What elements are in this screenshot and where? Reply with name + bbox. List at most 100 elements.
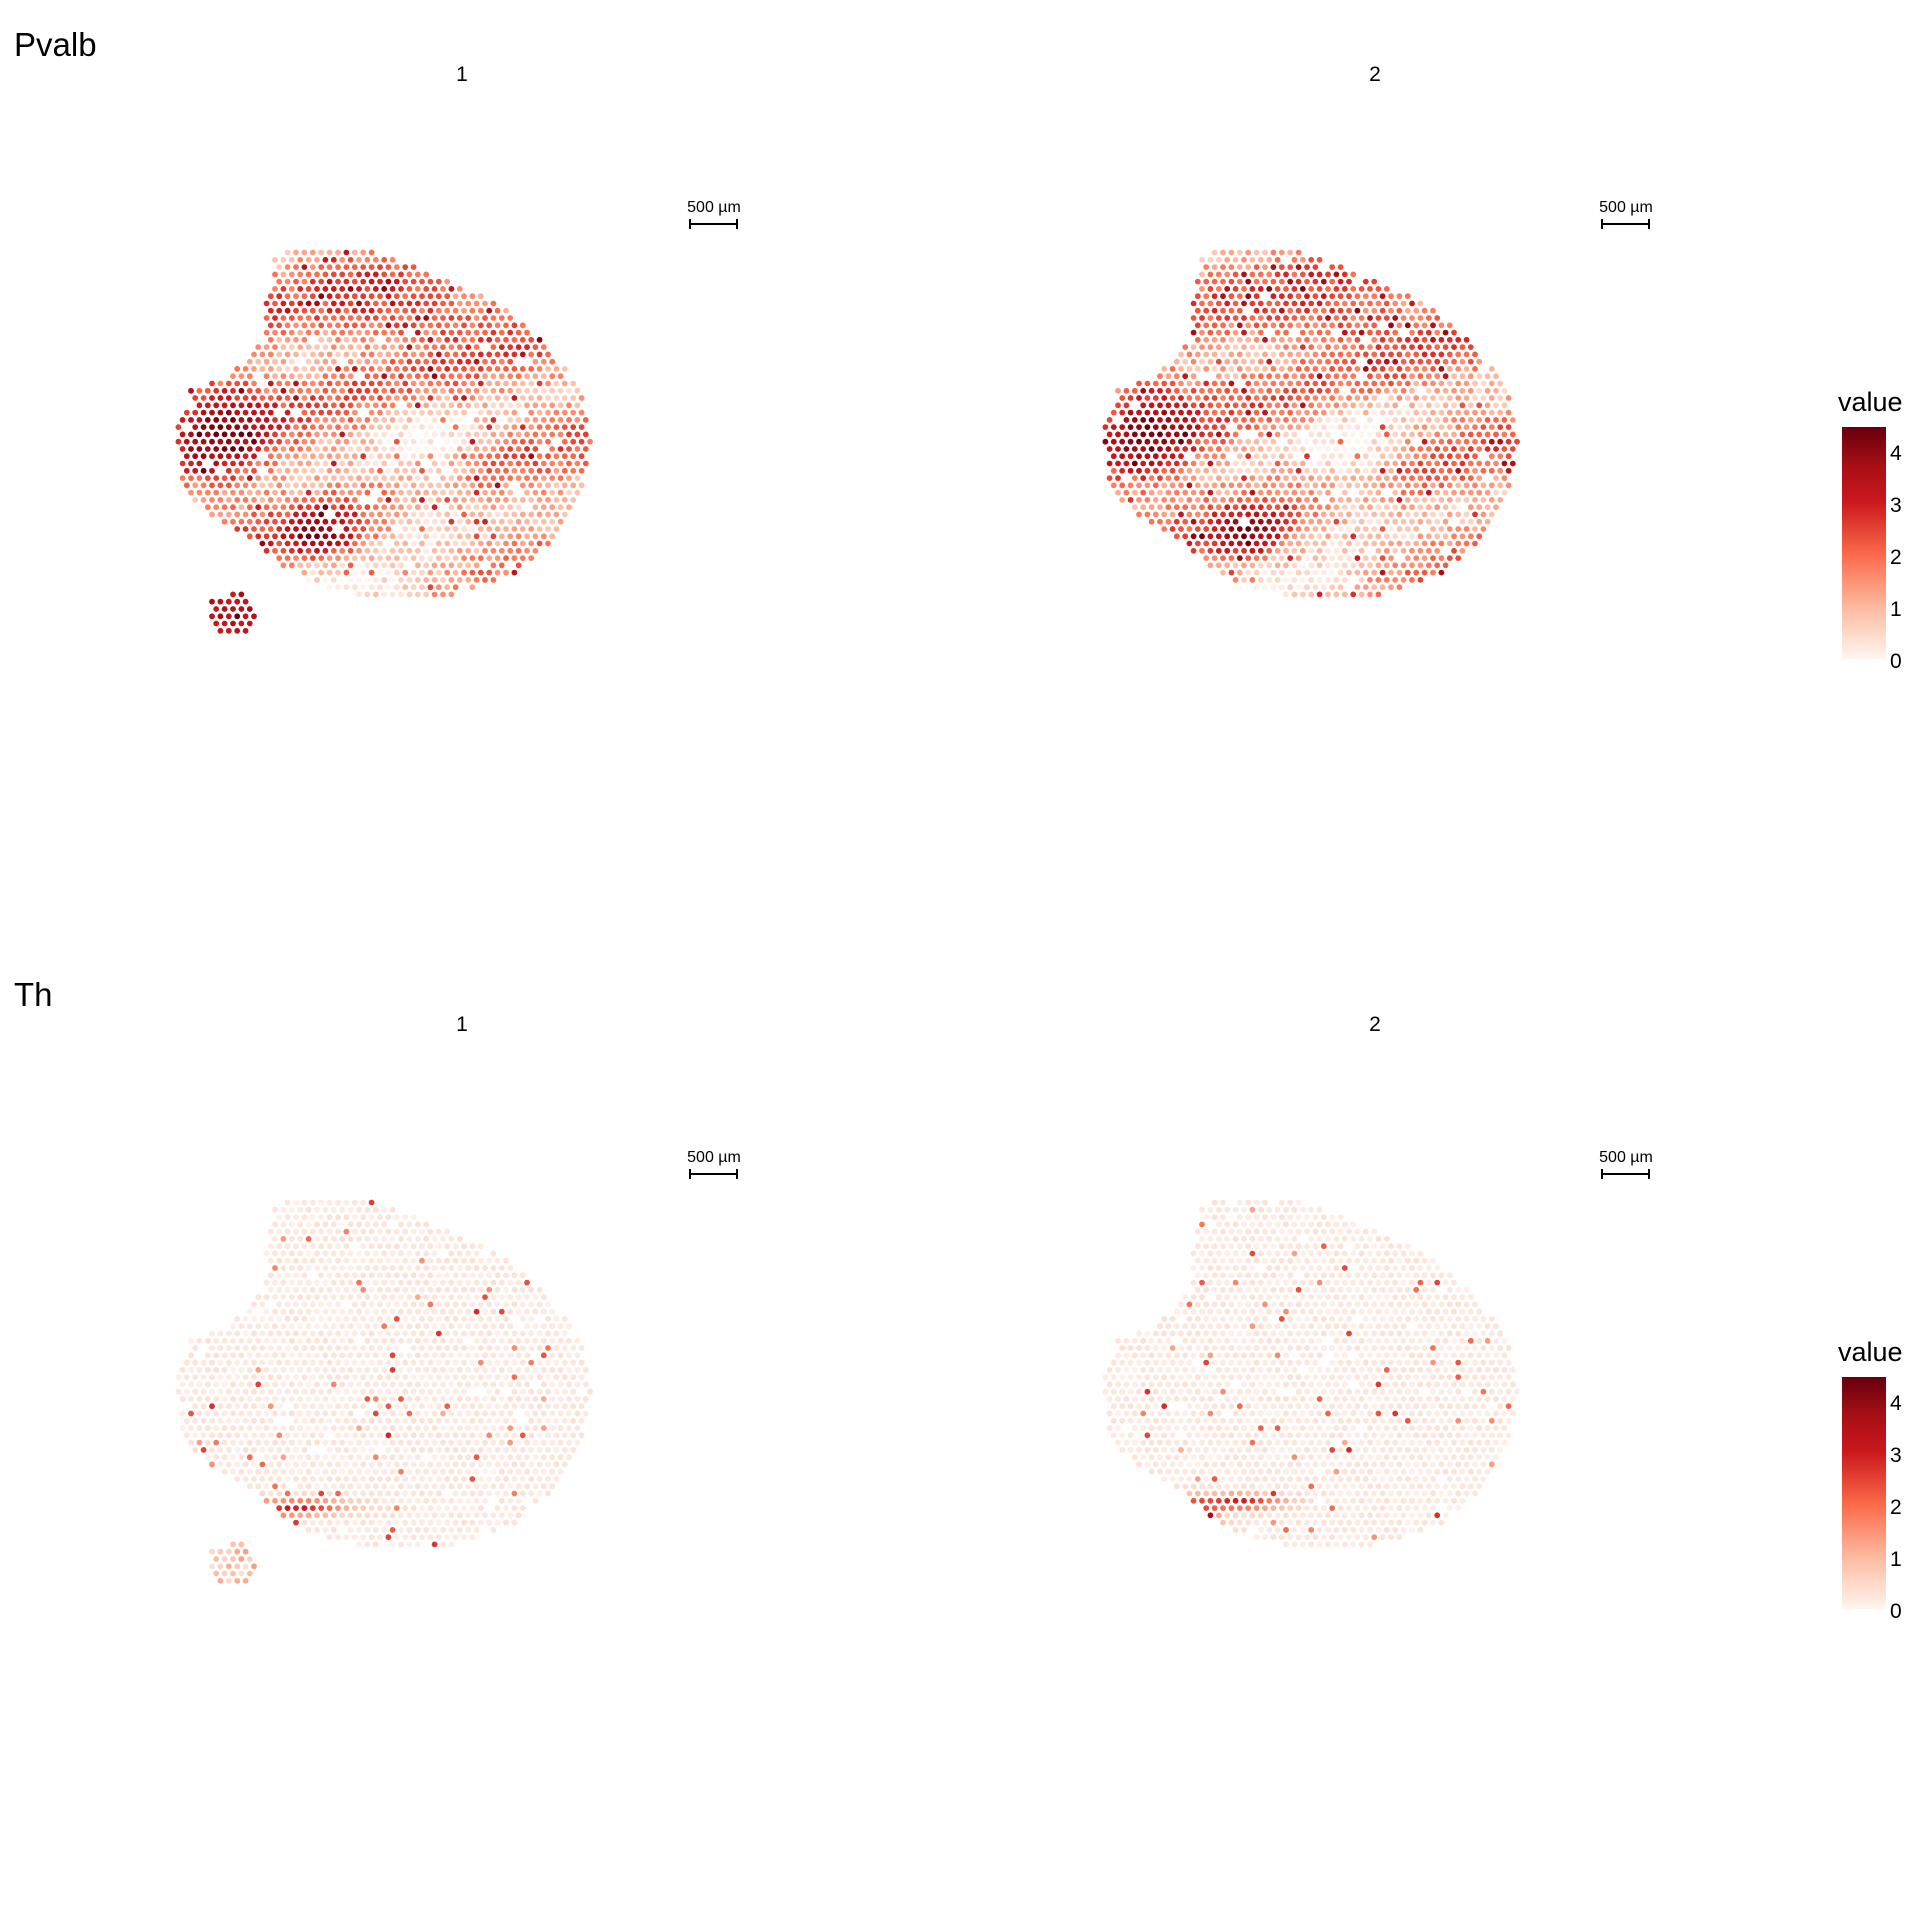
spot bbox=[456, 358, 463, 365]
spot bbox=[1354, 424, 1361, 430]
spot bbox=[1274, 344, 1281, 350]
spot bbox=[393, 1447, 400, 1453]
spot bbox=[330, 1381, 337, 1388]
spot bbox=[309, 511, 316, 518]
spot bbox=[1371, 438, 1378, 445]
spot bbox=[507, 489, 514, 496]
spot bbox=[1316, 402, 1323, 409]
spot bbox=[456, 329, 463, 336]
spot bbox=[335, 351, 341, 358]
spot bbox=[1472, 351, 1478, 358]
spot bbox=[368, 526, 375, 532]
spot bbox=[360, 1432, 367, 1439]
spot bbox=[469, 336, 476, 343]
spot bbox=[486, 351, 493, 358]
spot bbox=[356, 1221, 362, 1228]
spot bbox=[482, 1323, 488, 1330]
spot bbox=[389, 1279, 396, 1286]
spot bbox=[393, 540, 400, 547]
spot bbox=[1262, 467, 1268, 474]
spot bbox=[343, 351, 350, 358]
spot bbox=[1249, 475, 1256, 481]
spot bbox=[1358, 591, 1365, 598]
spot bbox=[1178, 395, 1184, 401]
spot bbox=[326, 1257, 333, 1264]
spot bbox=[1152, 511, 1159, 518]
spot bbox=[1148, 460, 1155, 467]
spot bbox=[339, 1497, 346, 1504]
spot bbox=[427, 307, 434, 314]
spot bbox=[221, 504, 228, 511]
spot bbox=[503, 395, 509, 401]
spot bbox=[1367, 504, 1373, 511]
spot bbox=[305, 547, 312, 554]
spot bbox=[1295, 526, 1302, 532]
spot bbox=[1379, 424, 1386, 430]
spot bbox=[1173, 533, 1180, 540]
spot bbox=[566, 402, 572, 409]
spot bbox=[1480, 497, 1487, 503]
spot bbox=[314, 518, 320, 525]
spot bbox=[419, 1461, 425, 1468]
spot bbox=[519, 1505, 526, 1511]
spot bbox=[490, 1294, 497, 1300]
spot bbox=[1362, 526, 1369, 532]
spot bbox=[364, 1497, 371, 1504]
spot bbox=[410, 278, 417, 285]
spot bbox=[452, 1505, 459, 1511]
spot bbox=[381, 417, 388, 423]
spot bbox=[377, 584, 383, 591]
spot bbox=[389, 460, 396, 467]
spot bbox=[545, 1345, 551, 1351]
spot bbox=[1459, 489, 1466, 496]
spot bbox=[326, 264, 333, 270]
spot bbox=[519, 1403, 526, 1410]
spot bbox=[532, 460, 539, 467]
spot bbox=[482, 504, 488, 511]
spot bbox=[1383, 562, 1390, 569]
spot bbox=[293, 278, 299, 285]
spot bbox=[486, 467, 493, 474]
spot bbox=[448, 1483, 455, 1490]
spot bbox=[1257, 387, 1264, 394]
spot bbox=[368, 511, 375, 518]
spot bbox=[1304, 453, 1310, 460]
spot bbox=[423, 329, 430, 336]
spot bbox=[305, 1396, 312, 1402]
spot bbox=[1270, 409, 1277, 416]
spot bbox=[360, 540, 367, 547]
spot bbox=[1299, 562, 1306, 569]
spot bbox=[356, 1367, 362, 1373]
spot bbox=[1375, 504, 1382, 511]
spot bbox=[318, 1257, 325, 1264]
spot bbox=[188, 475, 194, 481]
spot bbox=[570, 1447, 577, 1453]
spot bbox=[1203, 482, 1210, 489]
spot bbox=[251, 497, 257, 503]
spot bbox=[389, 562, 396, 569]
spot bbox=[515, 344, 522, 350]
spot bbox=[507, 1410, 514, 1417]
spot bbox=[448, 329, 455, 336]
spot bbox=[402, 264, 409, 270]
spot bbox=[557, 1381, 564, 1388]
spot bbox=[364, 518, 371, 525]
spot bbox=[318, 482, 325, 489]
spot bbox=[343, 1476, 350, 1482]
spot bbox=[540, 475, 547, 481]
spot bbox=[381, 489, 388, 496]
spot bbox=[230, 1425, 236, 1431]
spot bbox=[1110, 467, 1117, 474]
spot bbox=[1455, 366, 1462, 372]
spot bbox=[1438, 336, 1445, 343]
spot bbox=[469, 1432, 476, 1439]
spot bbox=[280, 1439, 287, 1446]
spot bbox=[1287, 482, 1294, 489]
spot bbox=[293, 453, 299, 460]
spot bbox=[1392, 358, 1399, 365]
spot bbox=[1245, 293, 1252, 300]
spot bbox=[335, 1388, 341, 1395]
spot bbox=[351, 1228, 358, 1235]
spot bbox=[297, 387, 304, 394]
spot bbox=[242, 453, 249, 460]
